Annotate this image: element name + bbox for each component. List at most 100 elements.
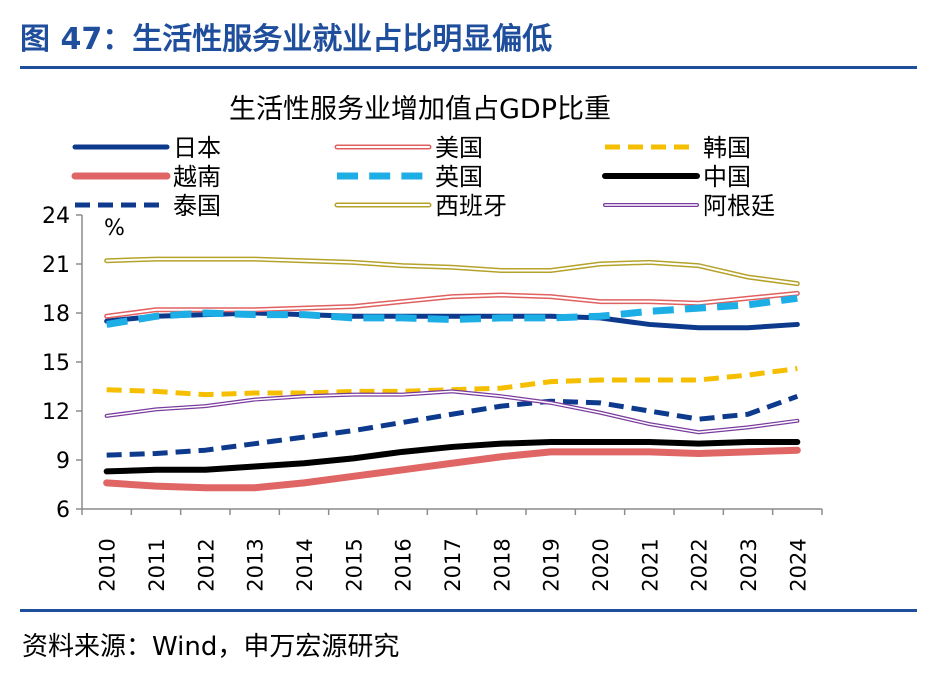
data-point xyxy=(204,449,207,452)
data-point xyxy=(796,449,799,452)
legend-item: 英国 xyxy=(337,163,483,191)
data-point xyxy=(549,295,552,298)
chart-title: 生活性服务业增加值占GDP比重 xyxy=(229,94,611,125)
data-point xyxy=(451,445,454,448)
data-point xyxy=(105,470,108,473)
y-tick-label: 15 xyxy=(42,351,70,376)
data-point xyxy=(697,452,700,455)
data-point xyxy=(401,390,404,393)
data-point xyxy=(352,390,355,393)
legend-label: 中国 xyxy=(703,163,751,191)
y-tick-label: 18 xyxy=(42,302,70,327)
legend-label: 越南 xyxy=(173,163,221,191)
series-泰国 xyxy=(106,393,799,458)
data-point xyxy=(500,455,503,458)
data-point xyxy=(155,258,158,261)
data-point xyxy=(352,475,355,478)
data-point xyxy=(401,264,404,267)
data-point xyxy=(401,393,404,396)
y-tick-label: 21 xyxy=(42,253,70,278)
data-point xyxy=(401,300,404,303)
data-point xyxy=(549,441,552,444)
data-point xyxy=(648,300,651,303)
series-layer xyxy=(103,256,801,492)
data-point xyxy=(599,300,602,303)
data-point xyxy=(549,401,552,404)
data-point xyxy=(648,410,651,413)
data-point xyxy=(352,429,355,432)
data-point xyxy=(155,315,158,318)
data-point xyxy=(549,316,552,319)
series-line xyxy=(104,256,800,287)
y-tick-label: 24 xyxy=(42,204,70,229)
data-point xyxy=(648,323,651,326)
data-point xyxy=(796,367,799,370)
x-tick-label: 2011 xyxy=(145,538,169,591)
data-point xyxy=(303,307,306,310)
data-point xyxy=(648,261,651,264)
data-point xyxy=(204,468,207,471)
data-point xyxy=(697,431,700,434)
x-tick-label: 2022 xyxy=(688,538,712,591)
data-point xyxy=(253,392,256,395)
legend-label: 阿根廷 xyxy=(703,192,775,220)
data-point xyxy=(599,315,602,318)
data-point xyxy=(697,442,700,445)
legend-item: 泰国 xyxy=(75,192,221,220)
data-point xyxy=(155,390,158,393)
series-阿根廷 xyxy=(104,389,800,435)
data-point xyxy=(451,315,454,318)
data-point xyxy=(747,441,750,444)
data-point xyxy=(451,318,454,321)
data-point xyxy=(253,313,256,316)
data-point xyxy=(747,413,750,416)
legend-item: 越南 xyxy=(71,163,221,191)
series-line xyxy=(103,446,801,492)
data-point xyxy=(796,297,799,300)
data-point xyxy=(796,282,799,285)
legend-item: 中国 xyxy=(602,163,751,191)
source-divider xyxy=(20,609,917,612)
data-point xyxy=(747,326,750,329)
data-point xyxy=(253,308,256,311)
series-美国 xyxy=(104,290,800,319)
x-tick-label: 2015 xyxy=(342,538,366,591)
data-point xyxy=(648,450,651,453)
data-point xyxy=(303,481,306,484)
legend-item: 韩国 xyxy=(605,134,751,162)
data-point xyxy=(500,294,503,297)
x-tick-label: 2013 xyxy=(244,538,268,591)
series-line-inner xyxy=(105,258,799,285)
data-point xyxy=(451,390,454,393)
data-point xyxy=(204,486,207,489)
data-point xyxy=(549,450,552,453)
data-point xyxy=(352,393,355,396)
data-point xyxy=(599,411,602,414)
data-point xyxy=(303,392,306,395)
data-point xyxy=(599,263,602,266)
data-point xyxy=(549,269,552,272)
series-line-inner xyxy=(105,390,799,433)
data-point xyxy=(155,468,158,471)
data-point xyxy=(796,419,799,422)
data-point xyxy=(451,295,454,298)
data-point xyxy=(747,276,750,279)
data-point xyxy=(747,297,750,300)
legend-label: 美国 xyxy=(435,134,483,162)
data-point xyxy=(747,303,750,306)
data-point xyxy=(204,393,207,396)
legend-label: 英国 xyxy=(435,163,483,191)
data-point xyxy=(697,326,700,329)
legend-item: 美国 xyxy=(334,134,483,162)
data-point xyxy=(253,465,256,468)
data-point xyxy=(451,413,454,416)
series-中国 xyxy=(103,439,801,475)
data-point xyxy=(253,258,256,261)
legend-label: 日本 xyxy=(173,134,221,162)
x-tick-label: 2016 xyxy=(392,538,416,591)
data-point xyxy=(796,395,799,398)
x-tick-label: 2017 xyxy=(441,538,465,591)
data-point xyxy=(648,441,651,444)
x-tick-label: 2023 xyxy=(737,538,761,591)
title-divider xyxy=(20,66,917,69)
